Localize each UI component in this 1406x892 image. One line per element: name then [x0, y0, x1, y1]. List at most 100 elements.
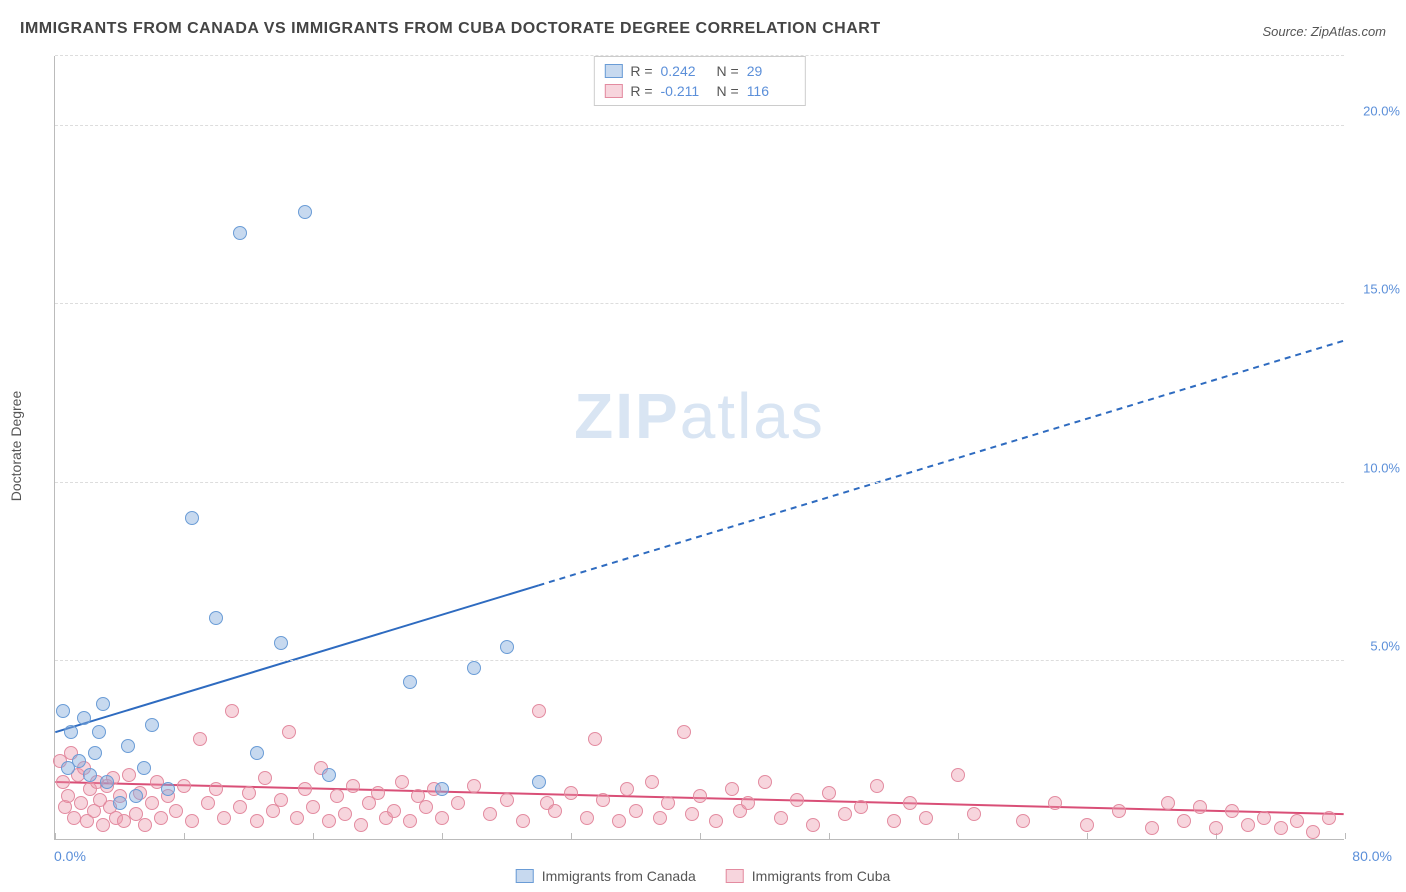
- scatter-point: [661, 796, 675, 810]
- swatch-canada: [604, 64, 622, 78]
- scatter-point: [137, 761, 151, 775]
- scatter-point: [113, 796, 127, 810]
- x-axis-max-label: 80.0%: [1352, 848, 1392, 864]
- scatter-point: [201, 796, 215, 810]
- scatter-point: [193, 732, 207, 746]
- scatter-point: [403, 814, 417, 828]
- scatter-point: [129, 789, 143, 803]
- scatter-point: [121, 739, 135, 753]
- scatter-point: [258, 771, 272, 785]
- x-minor-tick: [55, 833, 56, 839]
- scatter-point: [451, 796, 465, 810]
- scatter-point: [77, 711, 91, 725]
- scatter-point: [282, 725, 296, 739]
- scatter-point: [371, 786, 385, 800]
- scatter-point: [83, 768, 97, 782]
- scatter-point: [354, 818, 368, 832]
- scatter-point: [685, 807, 699, 821]
- scatter-point: [274, 636, 288, 650]
- grid-line: [55, 55, 1344, 56]
- scatter-point: [169, 804, 183, 818]
- scatter-point: [72, 754, 86, 768]
- x-minor-tick: [1087, 833, 1088, 839]
- scatter-point: [838, 807, 852, 821]
- scatter-point: [338, 807, 352, 821]
- scatter-point: [564, 786, 578, 800]
- scatter-point: [725, 782, 739, 796]
- page-title: IMMIGRANTS FROM CANADA VS IMMIGRANTS FRO…: [20, 20, 881, 38]
- scatter-point: [322, 768, 336, 782]
- legend-row-cuba: R = -0.211 N = 116: [604, 81, 794, 101]
- scatter-point: [298, 205, 312, 219]
- scatter-point: [483, 807, 497, 821]
- scatter-point: [209, 782, 223, 796]
- y-tick-label: 15.0%: [1350, 282, 1400, 297]
- scatter-point: [758, 775, 772, 789]
- x-minor-tick: [184, 833, 185, 839]
- scatter-point: [306, 800, 320, 814]
- scatter-point: [225, 704, 239, 718]
- scatter-point: [138, 818, 152, 832]
- scatter-point: [1177, 814, 1191, 828]
- scatter-point: [154, 811, 168, 825]
- scatter-point: [1322, 811, 1336, 825]
- series-legend: Immigrants from Canada Immigrants from C…: [516, 868, 891, 884]
- scatter-point: [274, 793, 288, 807]
- legend-row-canada: R = 0.242 N = 29: [604, 61, 794, 81]
- scatter-point: [185, 511, 199, 525]
- scatter-point: [967, 807, 981, 821]
- scatter-point: [548, 804, 562, 818]
- grid-line: [55, 125, 1344, 126]
- swatch-cuba-icon: [726, 869, 744, 883]
- scatter-point: [92, 725, 106, 739]
- x-minor-tick: [829, 833, 830, 839]
- scatter-point: [145, 718, 159, 732]
- scatter-point: [919, 811, 933, 825]
- legend-item-cuba: Immigrants from Cuba: [726, 868, 890, 884]
- y-tick-label: 10.0%: [1350, 460, 1400, 475]
- scatter-point: [903, 796, 917, 810]
- trend-lines: [55, 56, 1344, 839]
- scatter-point: [1257, 811, 1271, 825]
- scatter-point: [100, 775, 114, 789]
- scatter-point: [1193, 800, 1207, 814]
- x-minor-tick: [1345, 833, 1346, 839]
- swatch-canada-icon: [516, 869, 534, 883]
- scatter-point: [217, 811, 231, 825]
- scatter-point: [500, 793, 514, 807]
- scatter-point: [1225, 804, 1239, 818]
- source-attribution: Source: ZipAtlas.com: [1262, 24, 1386, 39]
- scatter-point: [620, 782, 634, 796]
- scatter-point: [822, 786, 836, 800]
- scatter-point: [435, 782, 449, 796]
- scatter-point: [1080, 818, 1094, 832]
- scatter-point: [395, 775, 409, 789]
- scatter-point: [403, 675, 417, 689]
- scatter-point: [854, 800, 868, 814]
- scatter-point: [500, 640, 514, 654]
- scatter-point: [1274, 821, 1288, 835]
- correlation-stats-legend: R = 0.242 N = 29 R = -0.211 N = 116: [593, 56, 805, 106]
- scatter-point: [693, 789, 707, 803]
- scatter-point: [67, 811, 81, 825]
- x-minor-tick: [700, 833, 701, 839]
- x-minor-tick: [571, 833, 572, 839]
- legend-item-canada: Immigrants from Canada: [516, 868, 696, 884]
- y-tick-label: 5.0%: [1350, 638, 1400, 653]
- scatter-point: [596, 793, 610, 807]
- scatter-point: [1306, 825, 1320, 839]
- x-minor-tick: [313, 833, 314, 839]
- scatter-point: [1016, 814, 1030, 828]
- scatter-point: [532, 704, 546, 718]
- scatter-point: [161, 782, 175, 796]
- scatter-point: [1145, 821, 1159, 835]
- swatch-cuba: [604, 84, 622, 98]
- scatter-point: [209, 611, 223, 625]
- scatter-point: [64, 725, 78, 739]
- grid-line: [55, 303, 1344, 304]
- scatter-point: [532, 775, 546, 789]
- scatter-point: [330, 789, 344, 803]
- scatter-point: [122, 768, 136, 782]
- scatter-point: [1290, 814, 1304, 828]
- scatter-point: [435, 811, 449, 825]
